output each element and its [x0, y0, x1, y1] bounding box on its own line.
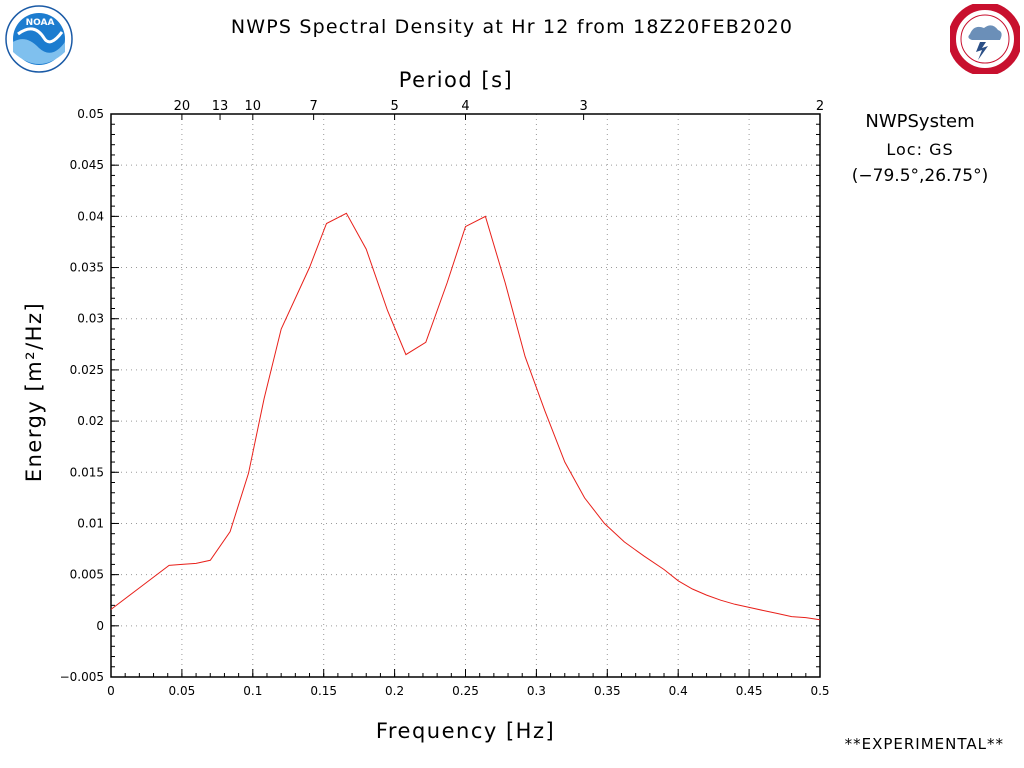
x-tick-label: 0.2: [385, 684, 404, 698]
x-tick-label: 0.1: [243, 684, 262, 698]
period-axis-label: Period [s]: [399, 68, 513, 92]
experimental-label: **EXPERIMENTAL**: [844, 735, 1004, 753]
x-tick-label: 0.45: [736, 684, 763, 698]
x-tick-label: 0.25: [452, 684, 479, 698]
chart-title: NWPS Spectral Density at Hr 12 from 18Z2…: [230, 16, 794, 38]
period-tick-label: 4: [461, 99, 469, 114]
y-axis-label: Energy [m²/Hz]: [22, 302, 46, 482]
period-tick-label: 7: [309, 99, 317, 114]
nws-logo: [950, 4, 1020, 74]
period-tick-label: 13: [212, 99, 229, 114]
period-tick-label: 2: [816, 99, 824, 114]
y-tick-label: 0: [96, 619, 104, 633]
y-tick-label: −0.005: [60, 670, 104, 684]
y-tick-label: 0.03: [77, 312, 104, 326]
y-tick-label: 0.04: [77, 209, 104, 223]
coords-label: (−79.5°,26.75°): [851, 166, 989, 186]
noaa-logo-text: NOAA: [25, 18, 55, 28]
y-tick-label: 0.01: [77, 516, 104, 530]
y-tick-label: 0.05: [77, 107, 104, 121]
y-tick-label: 0.005: [70, 568, 104, 582]
period-tick-label: 3: [579, 99, 587, 114]
x-axis-label: Frequency [Hz]: [376, 719, 555, 743]
x-tick-label: 0: [107, 684, 115, 698]
plot-frame: [110, 113, 821, 678]
y-tick-label: 0.035: [70, 261, 104, 275]
location-label: Loc: GS: [886, 140, 954, 159]
x-tick-label: 0.3: [527, 684, 546, 698]
x-tick-label: 0.4: [669, 684, 688, 698]
system-label: NWPSystem: [865, 111, 975, 132]
y-tick-label: 0.015: [70, 465, 104, 479]
y-tick-label: 0.025: [70, 363, 104, 377]
y-tick-label: 0.045: [70, 158, 104, 172]
y-tick-label: 0.02: [77, 414, 104, 428]
period-tick-label: 20: [174, 99, 191, 114]
period-tick-label: 5: [390, 99, 398, 114]
period-tick-label: 10: [245, 99, 262, 114]
x-tick-label: 0.35: [594, 684, 621, 698]
x-tick-label: 0.5: [810, 684, 829, 698]
x-tick-label: 0.15: [310, 684, 337, 698]
noaa-logo: [5, 5, 73, 73]
spectral-density-line: [110, 212, 821, 621]
x-tick-label: 0.05: [169, 684, 196, 698]
